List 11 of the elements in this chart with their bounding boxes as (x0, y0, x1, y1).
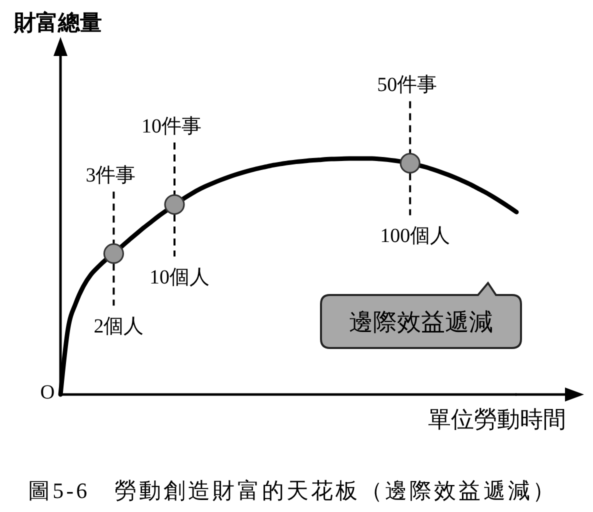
text: O (40, 382, 55, 404)
annotation: 邊際效益遞減 (349, 310, 493, 336)
annotation: 2個人 (94, 316, 144, 338)
annotation: 100個人 (380, 225, 450, 248)
text: 財富總量 (13, 10, 102, 36)
annotation: 10個人 (150, 266, 210, 289)
text: 圖5-6 勞動創造財富的天花板（邊際效益遞減） (28, 478, 558, 503)
text: 50件事 (377, 74, 438, 96)
text: 10件事 (142, 116, 202, 138)
annotation: 3件事 (86, 164, 136, 187)
x-axis-title: 單位勞動時間 (428, 407, 566, 433)
